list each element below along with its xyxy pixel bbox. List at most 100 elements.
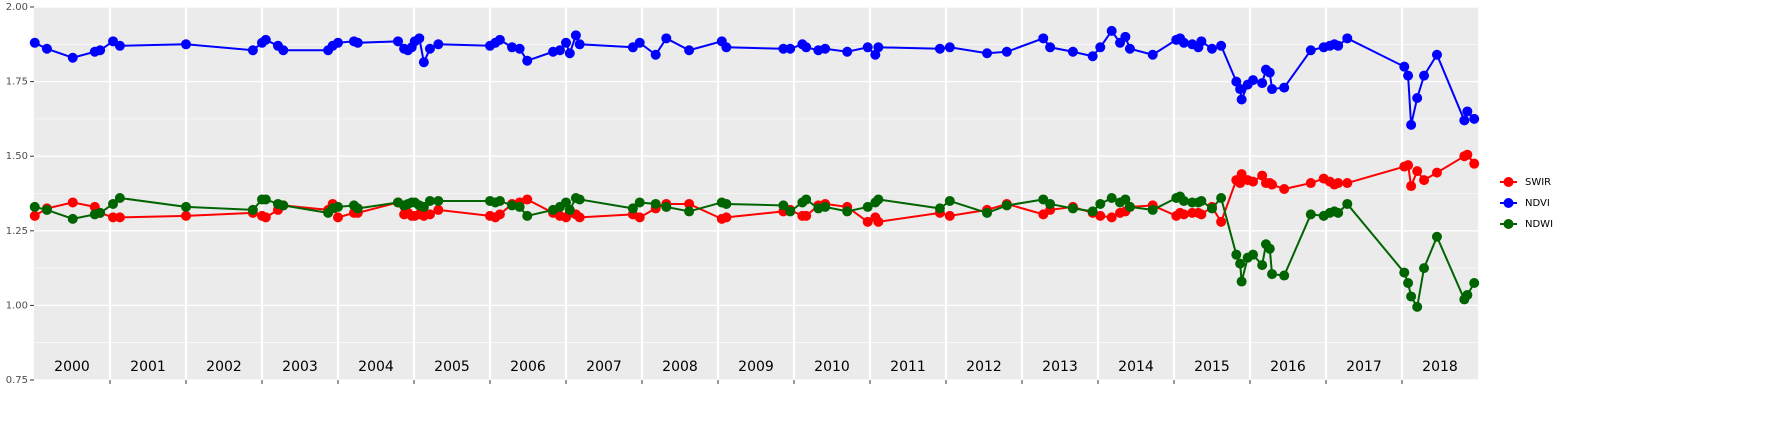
y-tick-label: 2.00 <box>6 2 28 13</box>
point <box>820 201 831 212</box>
point <box>260 212 271 223</box>
point <box>1045 42 1056 53</box>
point <box>181 210 191 221</box>
point <box>574 212 585 223</box>
point <box>1431 231 1442 242</box>
point <box>433 39 444 50</box>
point <box>1406 119 1417 130</box>
point <box>1095 210 1106 221</box>
year-label: 2008 <box>662 359 698 375</box>
y-tick-label: 1.50 <box>6 151 28 162</box>
point <box>507 200 518 211</box>
point <box>1305 209 1316 220</box>
point <box>1235 84 1246 95</box>
point <box>333 37 343 48</box>
point <box>1412 166 1423 177</box>
year-label: 2012 <box>966 359 1002 375</box>
point <box>634 212 645 223</box>
point <box>873 42 884 53</box>
point <box>982 207 993 218</box>
point <box>684 198 695 209</box>
point <box>522 194 533 205</box>
point <box>1469 278 1480 289</box>
point <box>414 33 425 44</box>
point <box>842 206 853 217</box>
point <box>1462 106 1473 117</box>
point <box>1406 291 1417 302</box>
point <box>650 49 661 60</box>
point <box>1248 249 1259 260</box>
point <box>661 201 672 212</box>
point <box>862 201 873 212</box>
year-label: 2003 <box>282 359 318 375</box>
point <box>1342 198 1353 209</box>
point <box>1120 194 1131 205</box>
point <box>1087 206 1098 217</box>
point <box>1279 270 1290 281</box>
point <box>1235 258 1246 269</box>
point <box>1462 289 1473 300</box>
point <box>278 200 289 211</box>
point <box>862 216 873 227</box>
point <box>1120 31 1131 42</box>
point <box>778 200 789 211</box>
point <box>41 43 52 54</box>
point <box>944 195 955 206</box>
year-label: 2018 <box>1422 359 1458 375</box>
point <box>514 201 525 212</box>
point <box>1196 195 1207 206</box>
point <box>801 42 812 53</box>
legend-label: SWIR <box>1525 177 1551 188</box>
point <box>661 33 672 44</box>
point <box>862 42 873 53</box>
point <box>1333 178 1344 189</box>
point <box>1216 216 1227 227</box>
point <box>1469 113 1480 124</box>
point <box>785 206 796 217</box>
point <box>684 206 695 217</box>
point <box>1462 149 1473 160</box>
point <box>721 42 732 53</box>
y-tick-label: 1.75 <box>6 77 28 88</box>
point <box>352 203 363 214</box>
point <box>1257 78 1268 89</box>
year-label: 2000 <box>54 359 90 375</box>
point <box>522 210 533 221</box>
point <box>1196 209 1207 220</box>
point <box>41 204 52 215</box>
point <box>1267 179 1278 190</box>
year-label: 2011 <box>890 359 926 375</box>
y-tick-label: 0.75 <box>6 375 28 386</box>
point <box>1216 40 1227 51</box>
point <box>67 213 78 224</box>
point <box>247 45 258 56</box>
point <box>574 194 585 205</box>
point <box>1403 160 1414 171</box>
point <box>1342 33 1353 44</box>
point <box>561 37 571 48</box>
year-label: 2017 <box>1346 359 1382 375</box>
year-label: 2016 <box>1270 359 1306 375</box>
point <box>1067 203 1078 214</box>
year-label: 2010 <box>814 359 850 375</box>
point <box>944 210 955 221</box>
point <box>1038 33 1049 44</box>
point <box>785 43 796 54</box>
point <box>934 43 945 54</box>
legend-marker <box>1503 198 1514 208</box>
point <box>1264 243 1275 254</box>
point <box>554 45 565 56</box>
point <box>247 204 258 215</box>
point <box>564 204 575 215</box>
year-label: 2001 <box>130 359 166 375</box>
y-tick-label: 1.25 <box>6 226 28 237</box>
point <box>1001 200 1012 211</box>
point <box>1178 209 1189 220</box>
point <box>1279 82 1290 93</box>
point <box>1248 75 1259 86</box>
point <box>1106 212 1117 223</box>
point <box>278 45 289 56</box>
legend-label: NDWI <box>1525 219 1553 230</box>
point <box>181 201 191 212</box>
